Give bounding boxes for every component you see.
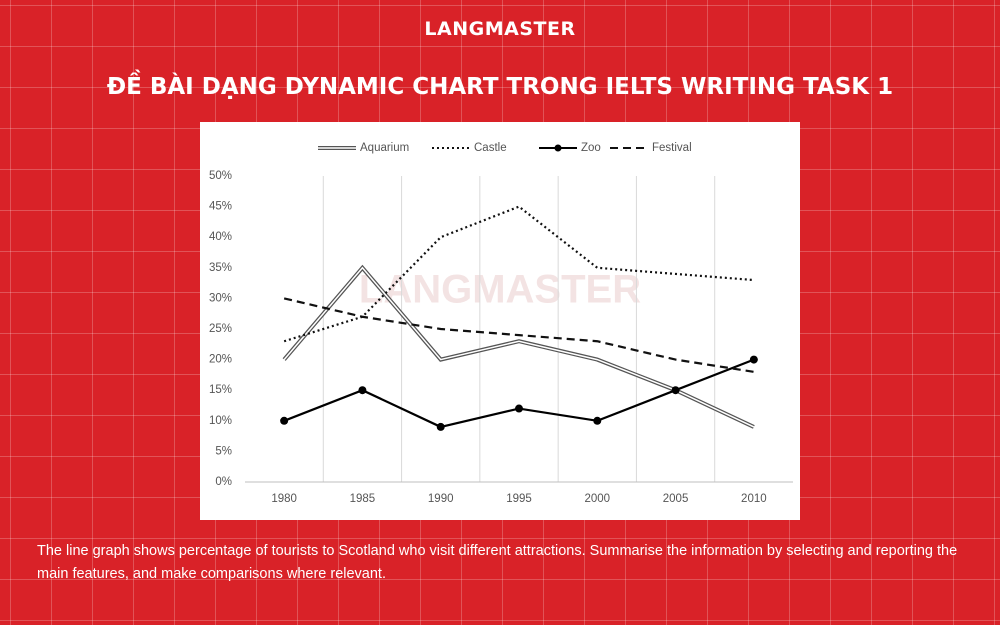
x-tick-label: 1985 [350,493,376,505]
x-tick-label: 1980 [271,493,297,505]
y-tick-label: 50% [209,170,232,182]
series-line [283,205,754,343]
chart: LANGMASTER 0% 5% 10% 15% 20% 25% 30% 35% 40% 45% 5… [200,122,800,520]
x-tick-label: 2005 [663,493,689,505]
series-line [283,297,755,373]
y-tick-label: 45% [209,201,232,213]
legend-label: Aquarium [360,142,409,154]
point [436,422,445,431]
watermark: LANGMASTER [359,268,641,312]
chart-background [200,122,800,520]
y-tick-label: 0% [215,476,232,488]
y-tick-label: 35% [209,262,232,274]
legend-label: Castle [474,142,507,154]
heading: ĐỀ BÀI DẠNG DYNAMIC CHART TRONG IELTS WR… [106,74,894,100]
y-tick-label: 40% [209,231,232,243]
point [358,386,367,395]
y-tick-label: 25% [209,323,232,335]
x-tick-label: 1990 [428,493,454,505]
y-tick-label: 30% [209,292,232,304]
point [671,386,680,395]
legend-marker [554,144,562,152]
y-tick-label: 15% [209,384,232,396]
y-tick-label: 5% [215,445,232,457]
brand-logo: LANGMASTER [424,18,576,40]
legend-label: Festival [652,142,692,154]
description: The line graph shows percentage of touri… [37,543,958,582]
point [280,416,289,425]
x-tick-label: 2000 [584,493,610,505]
point [749,355,758,364]
legend-label: Zoo [581,142,601,154]
x-tick-label: 1995 [506,493,532,505]
y-tick-label: 10% [209,415,232,427]
point [593,416,602,425]
point [515,404,523,413]
x-tick-label: 2010 [741,493,767,505]
y-tick-label: 20% [209,354,232,366]
